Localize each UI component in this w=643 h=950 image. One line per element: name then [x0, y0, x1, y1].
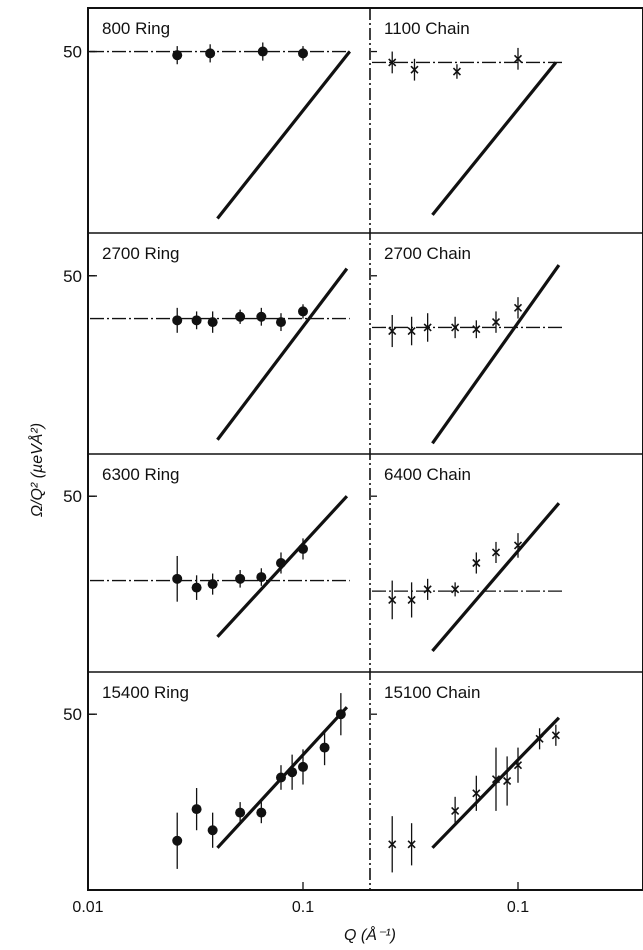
panel-6 — [89, 693, 349, 869]
data-point — [451, 323, 460, 332]
data-point — [535, 734, 544, 743]
data-point — [172, 573, 183, 584]
panel-title: 1100 Chain — [384, 19, 470, 38]
data-point — [513, 761, 523, 770]
data-point — [207, 317, 218, 328]
data-point — [205, 48, 216, 59]
data-point — [172, 315, 183, 326]
data-point — [275, 772, 286, 783]
data-point — [472, 789, 481, 798]
data-point — [191, 582, 202, 593]
panel-7 — [371, 713, 561, 873]
data-point — [451, 585, 460, 594]
data-point — [207, 825, 218, 836]
data-point — [423, 323, 432, 332]
data-point — [256, 311, 267, 322]
data-point — [423, 585, 432, 594]
data-point — [235, 807, 246, 818]
data-point — [172, 835, 183, 846]
data-point — [256, 572, 267, 583]
y-tick-label: 50 — [63, 43, 82, 62]
data-point — [491, 318, 501, 327]
data-point — [452, 67, 462, 76]
data-point — [298, 543, 308, 554]
panel-3 — [371, 264, 565, 445]
y-tick-label: 50 — [63, 705, 82, 724]
data-point — [388, 326, 397, 336]
data-point — [388, 58, 397, 67]
data-point — [256, 807, 267, 818]
data-point — [551, 731, 560, 740]
axes-layer: Ω/Q² (µeVÅ²) Q (Å⁻¹) — [27, 423, 396, 944]
panel-1 — [371, 47, 565, 216]
data-point — [513, 541, 523, 550]
data-point — [472, 325, 481, 334]
data-point — [319, 742, 330, 753]
panel-5 — [371, 495, 565, 652]
data-point — [235, 573, 246, 584]
y-tick-label: 50 — [63, 487, 82, 506]
data-point — [172, 50, 183, 61]
panel-title: 2700 Chain — [384, 244, 471, 263]
data-point — [407, 326, 416, 336]
x-tick-label: 0.01 — [72, 899, 103, 916]
y-tick-label: 50 — [63, 267, 82, 286]
x-tick-label: 0.1 — [292, 899, 314, 916]
data-point — [388, 840, 397, 849]
plot-frame — [87, 7, 643, 891]
x-axis-title: Q (Å⁻¹) — [344, 925, 396, 944]
y-axis-title: Ω/Q² (µeVÅ²) — [27, 423, 46, 517]
data-point — [191, 315, 202, 326]
data-point — [513, 303, 523, 312]
panel-title: 6300 Ring — [102, 465, 180, 484]
panel-2 — [89, 267, 350, 441]
data-point — [275, 558, 286, 568]
data-point — [472, 558, 481, 568]
panel-title: 15100 Chain — [384, 683, 480, 702]
data-point — [407, 840, 416, 849]
data-point — [407, 595, 416, 604]
data-point — [298, 761, 308, 772]
x-tick-label: 0.1 — [507, 899, 529, 916]
slope-line — [431, 264, 561, 445]
data-point — [235, 311, 246, 322]
slope-line — [431, 502, 561, 652]
slope-line — [431, 61, 558, 216]
panel-title: 15400 Ring — [102, 683, 189, 702]
data-point — [503, 776, 512, 786]
data-point — [491, 548, 501, 557]
panel-title: 800 Ring — [102, 19, 170, 38]
data-point — [257, 46, 268, 57]
panels-layer: 0.01 0.1 0.1 50 800 Ring 1100 Chain 50 2700 Rin… — [63, 7, 643, 916]
data-point — [491, 775, 501, 784]
slope-line — [216, 267, 349, 441]
data-point — [335, 709, 346, 720]
data-point — [207, 579, 218, 590]
data-point — [410, 65, 419, 74]
panel-title: 2700 Ring — [102, 244, 180, 263]
panel-0 — [89, 42, 352, 220]
data-point — [275, 317, 286, 328]
data-point — [191, 804, 202, 815]
data-point — [287, 767, 298, 778]
slope-line — [216, 50, 352, 220]
data-point — [388, 595, 397, 604]
panel-title: 6400 Chain — [384, 465, 471, 484]
data-point — [513, 54, 523, 63]
panel-4 — [89, 495, 350, 638]
data-point — [298, 306, 308, 317]
data-point — [451, 806, 460, 815]
data-point — [298, 48, 308, 59]
